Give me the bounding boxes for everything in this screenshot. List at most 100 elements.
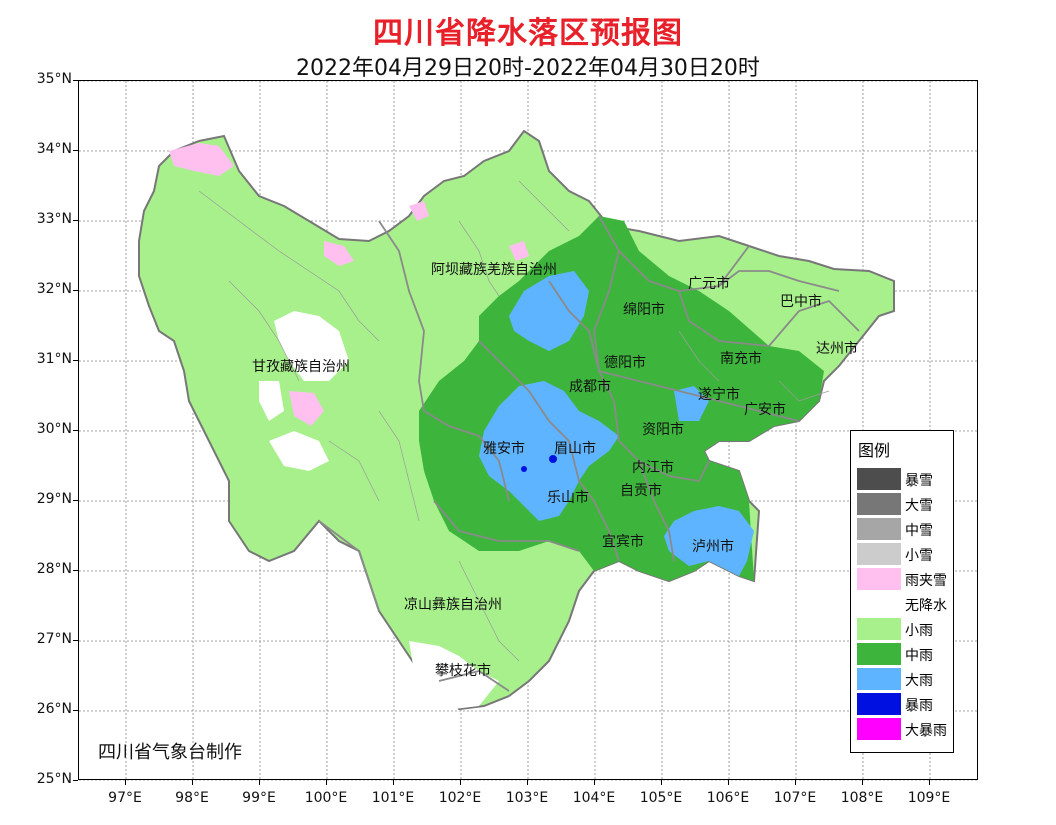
legend-label: 暴雪 [905, 473, 933, 489]
latitude-tick [73, 710, 78, 711]
region-label: 阿坝藏族羌族自治州 [431, 262, 557, 278]
region-label: 眉山市 [554, 440, 596, 457]
sleet-zone-aba [324, 241, 354, 266]
legend-swatch [857, 693, 901, 715]
legend-swatch [857, 493, 901, 515]
legend-item: 大雨 [857, 668, 951, 690]
legend-item: 大雪 [857, 493, 951, 515]
legend-label: 暴雨 [905, 698, 933, 714]
region-label: 自贡市 [620, 482, 662, 499]
legend-swatch [857, 468, 901, 490]
latitude-tick-label: 25°N [36, 771, 72, 787]
heavy-rain-zone-north [509, 271, 589, 351]
latitude-tick [73, 80, 78, 81]
no-precip-zone-far-west [259, 381, 284, 421]
longitude-tick-label: 106°E [706, 790, 750, 806]
legend-swatch [857, 543, 901, 565]
longitude-tick [393, 780, 394, 785]
region-label: 攀枝花市 [435, 662, 491, 679]
legend-swatch [857, 568, 901, 590]
latitude-tick [73, 290, 78, 291]
sleet-zone-center [409, 201, 429, 221]
longitude-tick-label: 103°E [505, 790, 549, 806]
latitude-tick [73, 780, 78, 781]
longitude-tick-label: 107°E [773, 790, 817, 806]
legend-label: 无降水 [905, 598, 947, 614]
region-label: 达州市 [816, 340, 858, 357]
longitude-tick [527, 780, 528, 785]
latitude-tick [73, 220, 78, 221]
legend-swatch [857, 593, 901, 615]
region-label: 绵阳市 [623, 301, 665, 318]
legend-item: 大暴雨 [857, 718, 951, 740]
no-precip-zone-southwest [269, 431, 329, 471]
longitude-tick-label: 109°E [907, 790, 951, 806]
heavy-rain-zone-center [479, 381, 619, 521]
latitude-tick-label: 30°N [36, 421, 72, 437]
sleet-zone-north [169, 143, 234, 176]
longitude-tick [929, 780, 930, 785]
legend-label: 大暴雨 [905, 723, 947, 739]
latitude-tick-label: 29°N [36, 491, 72, 507]
heavy-rain-zone-east [674, 386, 709, 421]
map-title: 四川省降水落区预报图 [373, 16, 683, 51]
legend-item: 中雪 [857, 518, 951, 540]
region-label: 乐山市 [547, 489, 589, 506]
region-label: 泸州市 [692, 538, 734, 555]
legend-item: 暴雪 [857, 468, 951, 490]
heavy-rain-zone-southeast [664, 506, 754, 576]
county-boundaries [198, 180, 830, 662]
legend-label: 小雪 [905, 548, 933, 564]
legend-label: 中雪 [905, 523, 933, 539]
sleet-zone-west [289, 391, 324, 426]
rainstorm-spot-2 [521, 466, 527, 472]
region-label: 资阳市 [642, 421, 684, 438]
longitude-tick-label: 102°E [438, 790, 482, 806]
longitude-tick [795, 780, 796, 785]
region-label: 成都市 [569, 378, 611, 395]
rainstorm-spot-1 [549, 455, 557, 463]
region-label: 德阳市 [604, 354, 646, 371]
legend-swatch [857, 668, 901, 690]
legend-item: 无降水 [857, 593, 951, 615]
legend-item: 暴雨 [857, 693, 951, 715]
longitude-tick [862, 780, 863, 785]
latitude-tick-label: 33°N [36, 211, 72, 227]
latitude-tick-label: 35°N [36, 71, 72, 87]
legend-label: 大雪 [905, 498, 933, 514]
longitude-tick [125, 780, 126, 785]
prefecture-boundaries [318, 215, 860, 692]
longitude-tick [661, 780, 662, 785]
longitude-tick-label: 97°E [108, 790, 142, 806]
latitude-tick-label: 26°N [36, 701, 72, 717]
region-label: 南充市 [720, 350, 762, 367]
legend-swatch [857, 718, 901, 740]
latitude-tick-label: 34°N [36, 141, 72, 157]
longitude-tick-label: 108°E [840, 790, 884, 806]
longitude-tick [192, 780, 193, 785]
latitude-tick-label: 28°N [36, 561, 72, 577]
region-label: 遂宁市 [698, 386, 740, 403]
legend-label: 小雨 [905, 623, 933, 639]
sleet-zone-northeast [509, 241, 529, 261]
latitude-tick [73, 640, 78, 641]
longitude-tick-label: 100°E [304, 790, 348, 806]
longitude-tick [728, 780, 729, 785]
no-precip-zone-west [274, 311, 349, 381]
latitude-tick [73, 150, 78, 151]
map-subtitle: 2022年04月29日20时-2022年04月30日20时 [296, 56, 760, 81]
producer-credit: 四川省气象台制作 [98, 742, 242, 763]
legend-item: 雨夹雪 [857, 568, 951, 590]
longitude-tick-label: 101°E [371, 790, 415, 806]
map-frame: 阿坝藏族羌族自治州广元市绵阳市 巴中市甘孜藏族自治州 德阳市 南充市 达州市成都市 遂宁市… [78, 80, 979, 782]
region-label: 雅安市 [483, 440, 525, 457]
latitude-tick-label: 27°N [36, 631, 72, 647]
legend-swatch [857, 518, 901, 540]
legend-swatch [857, 618, 901, 640]
region-label: 巴中市 [780, 293, 822, 310]
legend-item: 中雨 [857, 643, 951, 665]
region-label: 广元市 [688, 275, 730, 292]
region-label: 甘孜藏族自治州 [252, 359, 350, 375]
region-label: 内江市 [632, 459, 674, 476]
